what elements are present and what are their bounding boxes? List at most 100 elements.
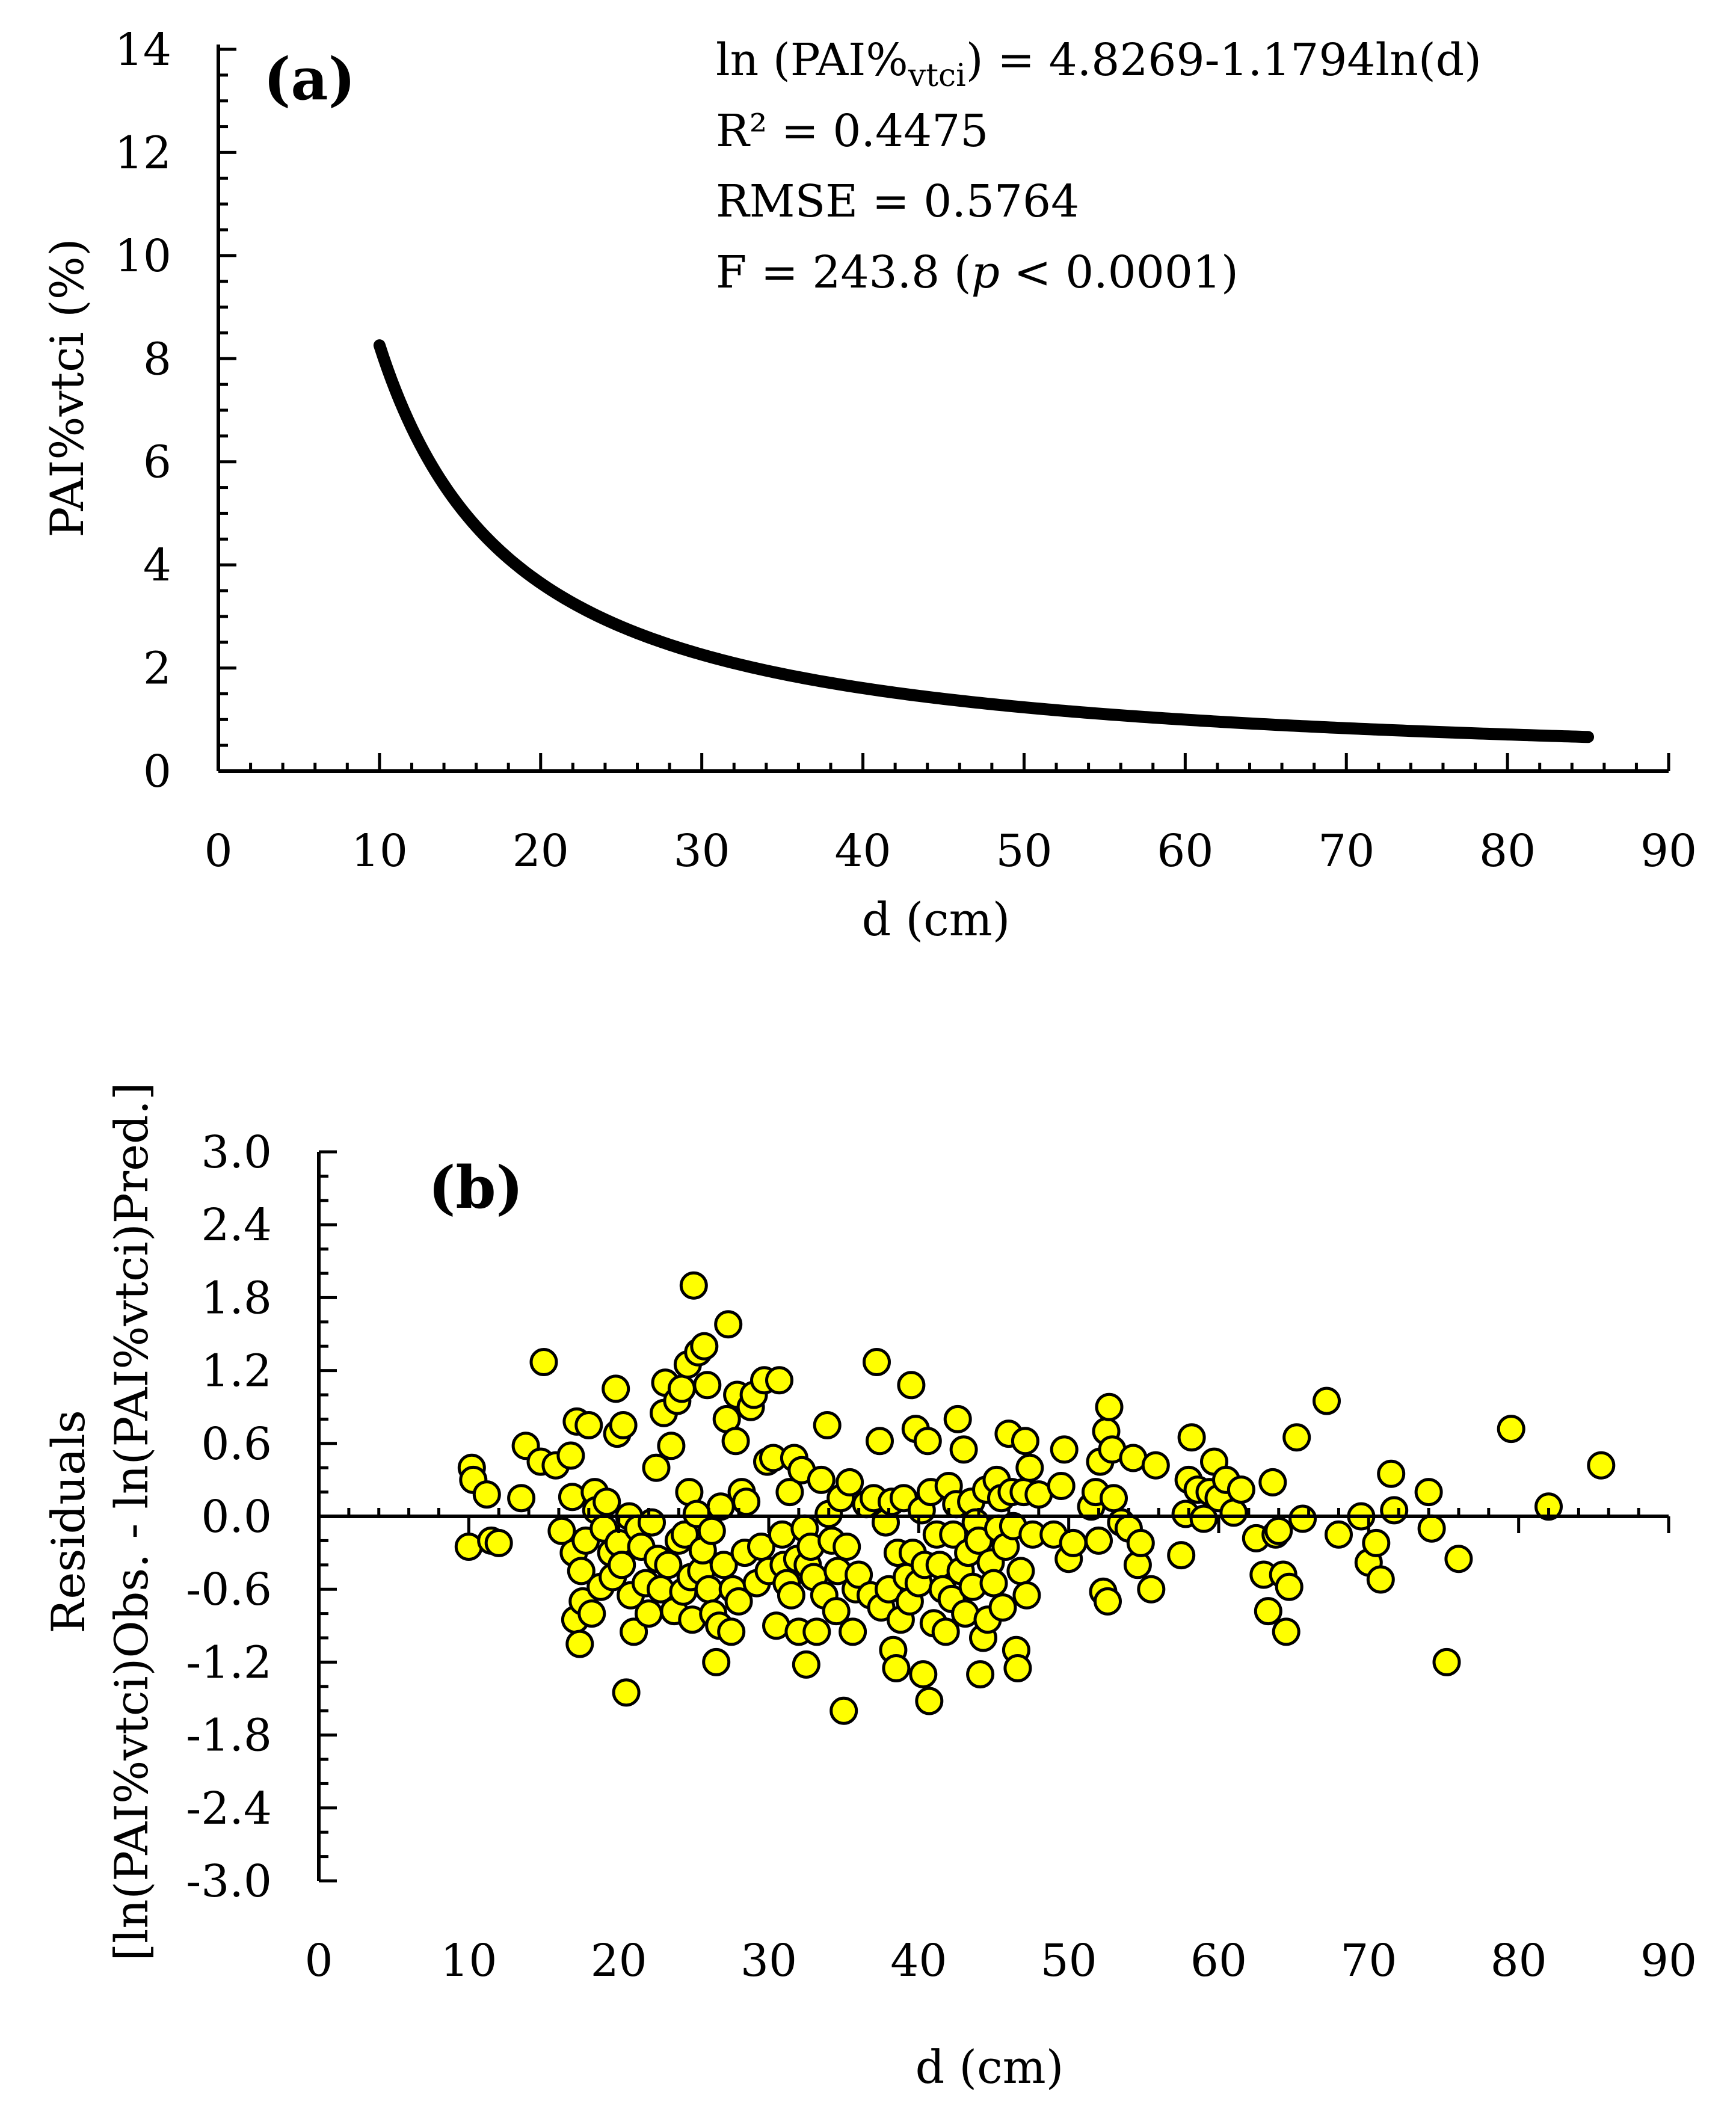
panel-b-x-tick-label: 10 xyxy=(440,1935,497,1987)
residual-point xyxy=(1497,1415,1525,1444)
residual-point xyxy=(1275,1572,1304,1601)
residual-points xyxy=(454,1271,1616,1725)
residual-point xyxy=(1264,1516,1293,1545)
panel-a-y-tick-label: 12 xyxy=(115,127,171,179)
fitted-curve xyxy=(373,339,1595,743)
residual-point xyxy=(1167,1541,1196,1570)
residual-point xyxy=(714,1310,743,1339)
panel-b-y-tick-label: 0.0 xyxy=(201,1491,272,1543)
residual-point xyxy=(1380,1496,1409,1525)
residual-point xyxy=(547,1516,576,1545)
residual-point xyxy=(670,1520,699,1549)
residual-point xyxy=(1272,1617,1300,1646)
residual-point xyxy=(909,1660,938,1689)
equation-subscript: vtci xyxy=(908,58,966,94)
panel-b-x-tick-label: 50 xyxy=(1041,1935,1097,1987)
panel-a-x-tick-label: 80 xyxy=(1479,825,1536,877)
residual-point xyxy=(1047,1472,1076,1500)
residual-point xyxy=(635,1599,663,1628)
residual-point xyxy=(866,1427,894,1456)
r-squared-label: R² = 0.4475 xyxy=(716,105,988,157)
residual-point xyxy=(1003,1654,1032,1682)
panel-b-x-tick-label: 0 xyxy=(304,1935,333,1987)
residual-point xyxy=(765,1366,793,1395)
panel-b-x-tick-label: 40 xyxy=(890,1935,947,1987)
panel-a-x-tick-label: 30 xyxy=(674,825,730,877)
panel-b-y-tick-label: -2.4 xyxy=(186,1783,272,1835)
residual-point xyxy=(1050,1435,1079,1464)
panel-a-y-tick-label: 8 xyxy=(143,333,171,385)
residual-point xyxy=(567,1557,596,1586)
panel-b-y-tick-label: -1.8 xyxy=(186,1710,272,1762)
residual-point xyxy=(777,1581,805,1610)
residual-point xyxy=(558,1483,586,1512)
f-p-italic: p xyxy=(971,247,1000,298)
residual-point xyxy=(897,1371,926,1400)
residual-point xyxy=(1126,1528,1155,1557)
regression-equation: ln (PAI%vtci) = 4.8269-1.1794ln(d) xyxy=(716,34,1482,94)
residual-point xyxy=(717,1617,746,1646)
residual-point xyxy=(845,1560,873,1589)
panel-a-x-axis-title: d (cm) xyxy=(862,893,1011,946)
residual-point xyxy=(565,1629,594,1658)
residual-point xyxy=(679,1271,708,1300)
panel-a-label: (a) xyxy=(263,45,356,113)
panel-a-y-tick-label: 14 xyxy=(115,24,171,76)
panel-b-y-tick-labels: 3.0 2.4 1.8 1.2 0.6 0.0 -0.6 -1.2 -1.8 -2.4 -3.0 xyxy=(186,1127,272,1907)
equation-prefix: ln (PAI% xyxy=(716,34,908,86)
residual-point xyxy=(802,1617,831,1646)
panel-b-x-tick-labels: 0 10 20 30 40 50 60 70 80 90 xyxy=(304,1935,1697,1987)
panel-b-axes xyxy=(317,1150,1670,1883)
residual-point xyxy=(1366,1565,1395,1594)
residual-point xyxy=(693,1371,722,1400)
panel-b-y-tick-label: 1.8 xyxy=(201,1272,272,1324)
residual-point xyxy=(939,1520,968,1549)
residual-point xyxy=(1377,1459,1406,1488)
residual-point xyxy=(830,1696,858,1725)
residual-point xyxy=(1006,1557,1035,1586)
panel-b-label: (b) xyxy=(428,1154,523,1222)
residual-point xyxy=(1362,1528,1391,1557)
residual-point xyxy=(915,1687,944,1715)
residual-point xyxy=(807,1465,836,1494)
residual-point xyxy=(702,1647,731,1676)
panel-b-x-tick-label: 60 xyxy=(1190,1935,1247,1987)
panel-b-x-axis-title: d (cm) xyxy=(916,2040,1064,2094)
panel-a-x-tick-label: 20 xyxy=(512,825,569,877)
panel-a-y-tick-label: 6 xyxy=(143,437,171,488)
panel-a-x-tick-label: 40 xyxy=(834,825,891,877)
panel-a-x-tick-label: 90 xyxy=(1640,825,1697,877)
f-suffix: < 0.0001) xyxy=(1000,247,1239,298)
panel-a-line-chart: (a) ln (PAI%vtci) = 4.8269-1.1794ln(d) R… xyxy=(40,24,1697,946)
panel-b-x-tick-label: 80 xyxy=(1491,1935,1547,1987)
panel-a-x-tick-labels: 0 10 20 30 40 50 60 70 80 90 xyxy=(204,825,1697,877)
panel-b-y-tick-label: -3.0 xyxy=(186,1856,272,1907)
residual-point xyxy=(822,1597,851,1626)
residual-point xyxy=(721,1427,750,1456)
f-statistic-label: F = 243.8 (p < 0.0001) xyxy=(716,247,1239,298)
residual-point xyxy=(1534,1492,1563,1521)
residual-point xyxy=(836,1468,864,1496)
residual-point xyxy=(1258,1468,1287,1496)
panel-b-y-tick-label: 1.2 xyxy=(201,1346,272,1397)
panel-b-y-tick-label: -1.2 xyxy=(186,1637,272,1688)
panel-b-x-tick-label: 90 xyxy=(1640,1935,1697,1987)
residual-point xyxy=(1219,1498,1248,1527)
residual-point xyxy=(1094,1587,1122,1616)
panel-b-scatter-chart: (b) 3.0 2.4 1.8 1.2 0.6 0.0 -0.6 -1.2 -1.8 -2.4 -3… xyxy=(42,1082,1697,2094)
residual-point xyxy=(979,1569,1008,1598)
residual-point xyxy=(943,1404,972,1433)
panel-a-y-tick-labels: 0 2 4 6 8 10 12 14 xyxy=(115,24,171,798)
residual-point xyxy=(775,1478,804,1507)
residual-point xyxy=(1095,1392,1124,1421)
panel-a-y-axis-title: PAI%vtci (%) xyxy=(40,238,94,537)
panel-b-y-tick-label: 3.0 xyxy=(201,1127,272,1178)
residual-point xyxy=(694,1575,723,1604)
residual-point xyxy=(638,1508,666,1537)
residual-point xyxy=(1015,1453,1044,1482)
residual-point xyxy=(654,1551,683,1579)
residual-point xyxy=(667,1374,696,1403)
residual-point xyxy=(697,1516,726,1545)
residual-point xyxy=(988,1593,1017,1622)
residual-point xyxy=(1141,1451,1170,1480)
